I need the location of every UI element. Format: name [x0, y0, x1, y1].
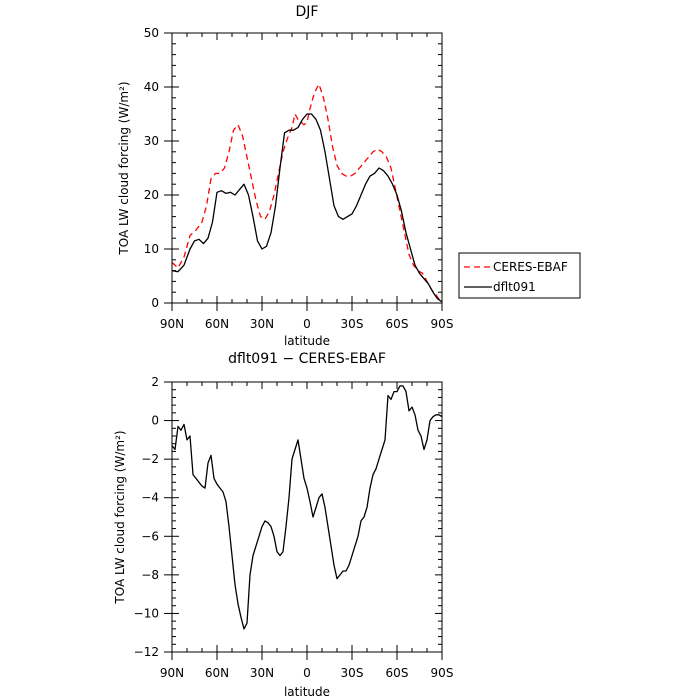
top-y-axis-title: TOA LW cloud forcing (W/m²): [117, 81, 131, 255]
bottom-panel: dflt091 − CERES-EBAF −12 −10 −8 −6 −4 −2 0 2 90N…: [113, 351, 453, 699]
bottom-chart-title: dflt091 − CERES-EBAF: [228, 351, 386, 367]
legend-box: [458, 252, 581, 299]
top-y-tick-label: 50: [144, 26, 159, 40]
top-x-axis-title: latitude: [284, 334, 330, 348]
top-x-tick-label: 30S: [341, 317, 364, 331]
legend: CERES-EBAF dflt091: [458, 252, 581, 299]
bottom-y-tick-label: −8: [141, 568, 159, 582]
top-x-tick-label: 0: [303, 317, 311, 331]
top-y-tick-label: 10: [144, 242, 159, 256]
top-series-line-ceres-ebaf: [171, 83, 443, 302]
top-chart-title: DJF: [296, 4, 319, 20]
bottom-x-tick-label: 30N: [250, 666, 274, 680]
top-y-tick-label: 0: [151, 296, 159, 310]
top-x-tick-label: 90S: [431, 317, 454, 331]
bottom-x-tick-label: 30S: [341, 666, 364, 680]
top-x-tick-label: 60N: [205, 317, 229, 331]
bottom-x-axis-title: latitude: [284, 685, 330, 699]
bottom-y-tick-label: −6: [141, 529, 159, 543]
legend-label-ceres: CERES-EBAF: [493, 260, 568, 274]
bottom-y-tick-label: −10: [134, 606, 159, 620]
bottom-y-axis-title: TOA LW cloud forcing (W/m²): [113, 430, 127, 604]
top-y-tick-label: 30: [144, 134, 159, 148]
bottom-y-tick-label: −2: [141, 452, 159, 466]
bottom-x-tick-label: 0: [303, 666, 311, 680]
top-plot-frame: [171, 32, 443, 304]
bottom-plot-frame: [171, 381, 443, 653]
bottom-y-tick-label: 2: [151, 375, 159, 389]
bottom-x-tick-label: 90N: [160, 666, 184, 680]
top-x-tick-label: 60S: [386, 317, 409, 331]
bottom-x-tick-label: 60N: [205, 666, 229, 680]
bottom-x-tick-label: 60S: [386, 666, 409, 680]
top-y-tick-label: 20: [144, 188, 159, 202]
bottom-x-tick-label: 90S: [431, 666, 454, 680]
legend-label-dflt091: dflt091: [493, 280, 536, 294]
top-panel: DJF 0 10 20 30 40 50 90N 60N 30N 0 30S 60S 90S latit…: [117, 4, 453, 348]
top-y-tick-label: 40: [144, 80, 159, 94]
bottom-y-tick-label: −12: [134, 645, 159, 659]
top-x-tick-label: 90N: [160, 317, 184, 331]
bottom-y-tick-label: −4: [141, 491, 159, 505]
bottom-series-line-dflt091-ceres-ebaf: [171, 385, 443, 630]
top-series-line-dflt091: [171, 113, 443, 303]
top-x-tick-label: 30N: [250, 317, 274, 331]
bottom-y-tick-label: 0: [151, 414, 159, 428]
